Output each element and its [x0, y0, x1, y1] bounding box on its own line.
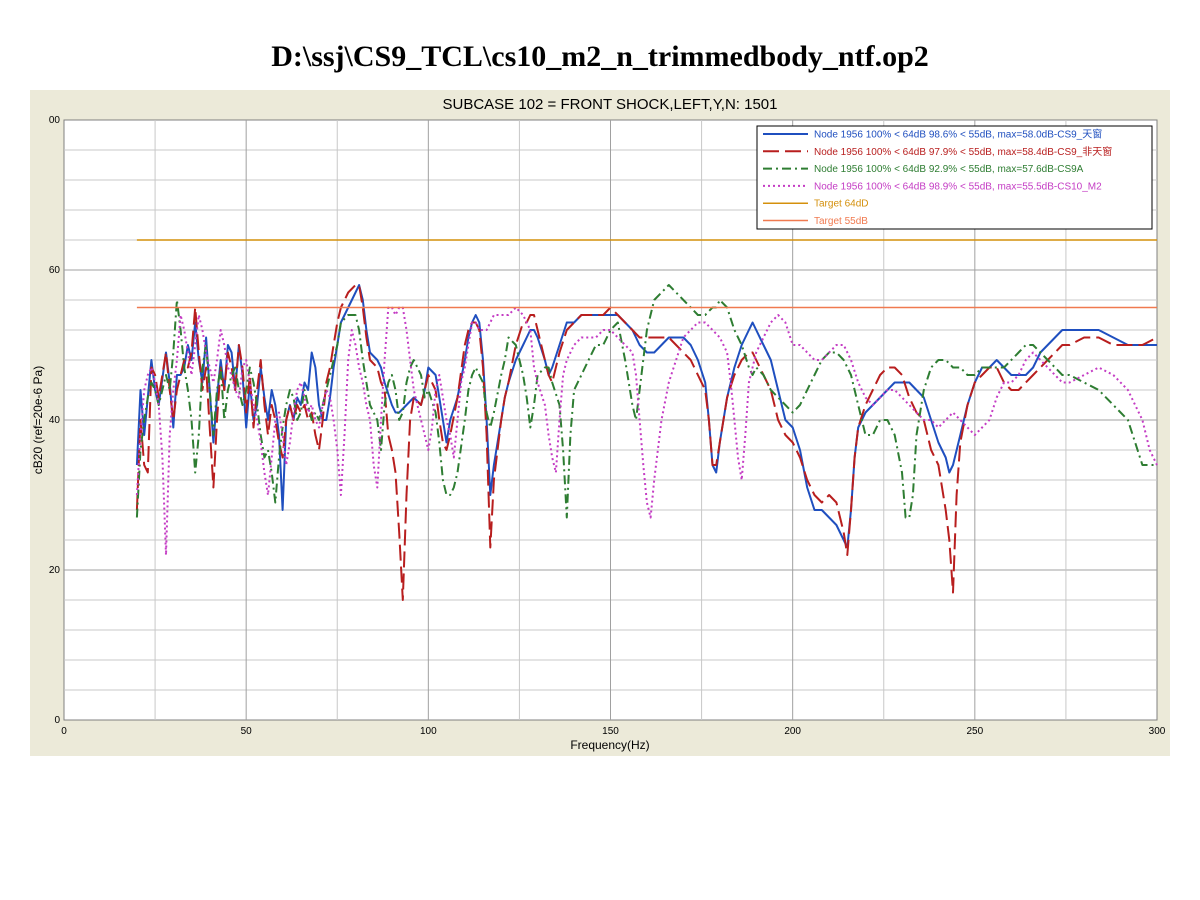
y-axis-label: cB20 (ref=20e-6 Pa) — [31, 366, 45, 474]
x-tick-label: 200 — [784, 726, 801, 737]
x-tick-label: 100 — [420, 726, 437, 737]
y-tick-label: 20 — [49, 565, 61, 576]
legend-label: Node 1956 100% < 64dB 98.6% < 55dB, max=… — [814, 128, 1102, 141]
series-lines — [135, 239, 1158, 601]
chart-title: SUBCASE 102 = FRONT SHOCK,LEFT,Y,N: 1501 — [443, 96, 778, 113]
x-tick-label: 150 — [602, 726, 619, 737]
x-axis-ticks: 0 50 100 150 200 250 300 — [61, 726, 1166, 737]
series-line-2 — [135, 284, 1158, 601]
document-title: D:\ssj\CS9_TCL\cs10_m2_n_trimmedbody_ntf… — [271, 40, 929, 73]
legend-label: Node 1956 100% < 64dB 92.9% < 55dB, max=… — [814, 164, 1084, 175]
y-tick-label: 40 — [49, 415, 61, 426]
x-tick-label: 50 — [241, 726, 253, 737]
x-axis-label: Frequency(Hz) — [570, 738, 649, 752]
legend-label: Target 55dB — [814, 216, 868, 227]
y-axis-ticks: 0 20 40 60 00 — [49, 115, 61, 726]
plot-panel: SUBCASE 102 = FRONT SHOCK,LEFT,Y,N: 1501… — [30, 90, 1170, 756]
x-tick-label: 250 — [966, 726, 983, 737]
y-tick-label: 00 — [49, 115, 61, 126]
line-chart: SUBCASE 102 = FRONT SHOCK,LEFT,Y,N: 1501… — [31, 96, 1166, 752]
legend: Node 1956 100% < 64dB 98.6% < 55dB, max=… — [756, 125, 1153, 230]
x-tick-label: 0 — [61, 726, 67, 737]
legend-box — [756, 125, 1153, 230]
y-tick-label: 0 — [54, 715, 60, 726]
y-tick-label: 60 — [49, 265, 61, 276]
legend-label: Target 64dD — [814, 199, 868, 210]
legend-label: Node 1956 100% < 64dB 97.9% < 55dB, max=… — [814, 145, 1112, 158]
x-tick-label: 300 — [1149, 726, 1166, 737]
series-line-4 — [135, 306, 1158, 556]
series-line-3 — [135, 284, 1157, 519]
legend-label: Node 1956 100% < 64dB 98.9% < 55dB, max=… — [814, 181, 1102, 192]
